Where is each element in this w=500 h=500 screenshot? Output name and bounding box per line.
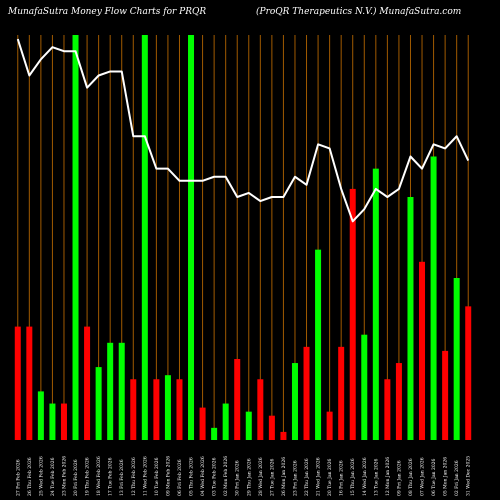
bars xyxy=(14,35,472,440)
date-label: 02 Fri Jan 2026 xyxy=(454,460,460,496)
date-label: 02 Mon Feb 2026 xyxy=(223,456,229,496)
date-label: 31 Wed Dec 2025 xyxy=(466,456,472,496)
date-label: 24 Tue Feb 2026 xyxy=(50,457,56,496)
date-labels: 27 Fri Feb 2026 26 Thu Feb 2026 25 Wed Feb… xyxy=(15,456,471,496)
bar xyxy=(395,363,402,440)
date-label: 26 Mon Jan 2026 xyxy=(281,457,287,496)
date-label: 05 Thu Feb 2026 xyxy=(189,457,195,496)
bar xyxy=(26,326,33,440)
bar xyxy=(107,342,114,440)
date-label: 15 Thu Jan 2026 xyxy=(350,458,356,496)
bar xyxy=(465,306,472,440)
date-label: 27 Fri Feb 2026 xyxy=(15,459,21,496)
bar xyxy=(49,403,56,440)
bar xyxy=(130,379,137,440)
date-label: 22 Thu Jan 2026 xyxy=(304,458,310,496)
bar xyxy=(257,379,264,440)
date-label: 12 Mon Jan 2026 xyxy=(385,457,391,496)
date-label: 05 Mon Jan 2026 xyxy=(443,457,449,496)
bar xyxy=(176,379,183,440)
bar xyxy=(222,403,229,440)
bar xyxy=(245,411,252,440)
bar xyxy=(442,350,449,440)
date-label: 13 Tue Jan 2026 xyxy=(373,458,379,496)
date-label: 17 Tue Feb 2026 xyxy=(108,457,114,496)
date-label: 07 Wed Jan 2026 xyxy=(420,457,426,496)
bar xyxy=(234,359,241,440)
bar xyxy=(280,431,287,440)
date-label: 08 Thu Jan 2026 xyxy=(408,458,414,496)
date-label: 28 Wed Jan 2026 xyxy=(258,457,264,496)
bar xyxy=(291,363,298,440)
chart-title: MunafaSutra Money Flow Charts for PRQR xyxy=(7,7,206,17)
date-label: 16 Fri Jan 2026 xyxy=(339,460,345,496)
bar xyxy=(384,379,391,440)
bar xyxy=(37,391,44,440)
date-label: 20 Fri Feb 2026 xyxy=(73,459,79,496)
chart-subtitle: (ProQR Therapeutics N.V.) MunafaSutra.co… xyxy=(256,6,461,17)
bar xyxy=(315,249,322,440)
date-label: 13 Fri Feb 2026 xyxy=(119,459,125,496)
date-label: 06 Fri Feb 2026 xyxy=(177,459,183,496)
date-label: 04 Wed Feb 2026 xyxy=(200,456,206,496)
bar xyxy=(153,379,160,440)
bar xyxy=(430,156,437,440)
bar xyxy=(453,278,460,440)
bar xyxy=(303,346,310,440)
date-label: 20 Tue Jan 2026 xyxy=(327,458,333,496)
date-label: 19 Thu Feb 2026 xyxy=(85,457,91,496)
bar xyxy=(338,346,345,440)
date-label: 23 Fri Jan 2026 xyxy=(292,460,298,496)
date-label: 23 Mon Feb 2026 xyxy=(61,456,67,496)
date-label: 14 Wed Jan 2026 xyxy=(362,457,368,496)
date-label: 09 Fri Jan 2026 xyxy=(396,460,402,496)
bar xyxy=(361,334,368,440)
bar xyxy=(419,261,426,440)
bar xyxy=(211,427,218,440)
bar xyxy=(84,326,91,440)
date-label: 09 Mon Feb 2026 xyxy=(165,456,171,496)
date-label: 27 Tue Jan 2026 xyxy=(269,458,275,496)
date-label: 26 Thu Feb 2026 xyxy=(27,457,33,496)
flow-line-group xyxy=(16,38,470,223)
bar xyxy=(141,35,148,440)
bar xyxy=(372,168,379,440)
bar xyxy=(199,407,206,440)
date-label: 29 Thu Jan 2026 xyxy=(246,458,252,496)
date-label: 12 Thu Feb 2026 xyxy=(131,457,137,496)
bar xyxy=(326,411,333,440)
date-label: 18 Wed Feb 2026 xyxy=(96,456,102,496)
bar xyxy=(349,188,356,440)
date-label: 11 Wed Feb 2026 xyxy=(142,456,148,496)
date-label: 21 Wed Jan 2026 xyxy=(316,457,322,496)
bar xyxy=(188,35,195,440)
bar xyxy=(407,197,414,440)
date-label: 10 Tue Feb 2026 xyxy=(154,457,160,496)
bar xyxy=(268,415,275,440)
bar xyxy=(164,375,171,440)
date-label: 30 Fri Jan 2026 xyxy=(235,460,241,496)
bar xyxy=(60,403,67,440)
bar xyxy=(14,326,21,440)
bar xyxy=(72,35,79,440)
flow-line xyxy=(16,38,470,223)
bar xyxy=(95,367,102,440)
bar xyxy=(118,342,125,440)
date-label: 03 Tue Feb 2026 xyxy=(212,457,218,496)
date-label: 06 Tue Jan 2026 xyxy=(431,458,437,496)
date-label: 25 Wed Feb 2026 xyxy=(38,456,44,496)
